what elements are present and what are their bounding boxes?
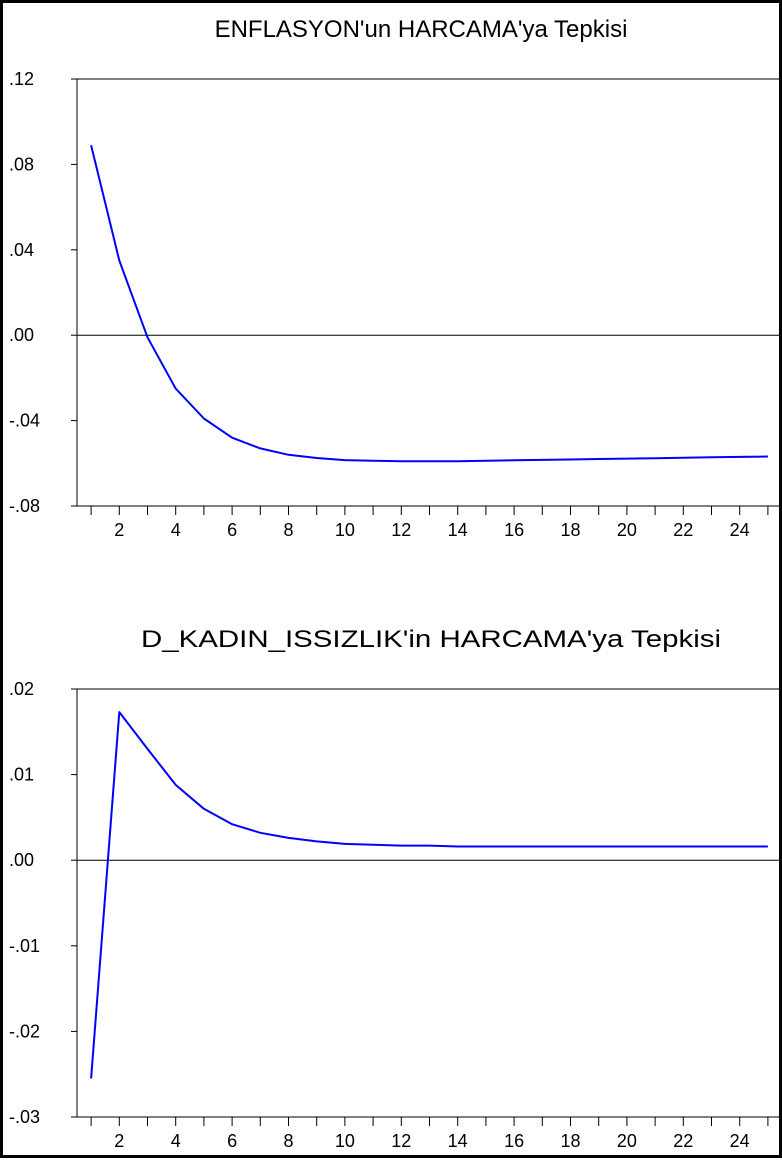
chart-2-data-point xyxy=(232,824,233,825)
chart-1-x-tick-label: 18 xyxy=(560,520,580,540)
chart-2-x-tick-label: 8 xyxy=(283,1131,293,1151)
chart-1-y-tick-label: .04 xyxy=(9,240,34,260)
chart-1-x-tick-label: 4 xyxy=(171,520,181,540)
chart-1-x-tick-label: 16 xyxy=(504,520,524,540)
chart-2-x-tick-label: 14 xyxy=(448,1131,468,1151)
chart-2-data-point xyxy=(288,837,289,838)
chart-1-x-tick-label: 20 xyxy=(617,520,637,540)
chart-2-x-tick-label: 6 xyxy=(227,1131,237,1151)
chart-1-data-point xyxy=(429,461,430,462)
chart-1-x-tick-label: 12 xyxy=(391,520,411,540)
chart-1-data-point xyxy=(655,458,656,459)
chart-2-data-point xyxy=(429,845,430,846)
chart-2-data-point xyxy=(767,846,768,847)
chart-2-x-tick-label: 22 xyxy=(673,1131,693,1151)
chart-1-data-point xyxy=(91,145,92,146)
chart-1-data-point xyxy=(739,456,740,457)
chart-2-x-tick-label: 24 xyxy=(730,1131,750,1151)
chart-2-data-point xyxy=(91,1078,92,1079)
chart-2-data-point xyxy=(711,846,712,847)
chart-1-data-point xyxy=(344,460,345,461)
chart-2-data-point xyxy=(401,845,402,846)
chart-1-data-point xyxy=(260,448,261,449)
chart-2-data-point xyxy=(147,748,148,749)
chart-canvas: ENFLASYON'un HARCAMA'ya Tepkisi D_KADIN_… xyxy=(9,16,782,1151)
chart-1-data-point xyxy=(232,437,233,438)
chart-1-x-tick-label: 8 xyxy=(283,520,293,540)
chart-1-y-tick-label: .12 xyxy=(9,69,34,89)
chart-1-data-point xyxy=(767,456,768,457)
chart-2-x-tick-label: 2 xyxy=(114,1131,124,1151)
chart-2-y-tick-label: .00 xyxy=(9,850,34,870)
chart-2-y-tick-label: -.03 xyxy=(9,1107,40,1127)
chart-1-data-point xyxy=(175,388,176,389)
chart-1-title: ENFLASYON'un HARCAMA'ya Tepkisi xyxy=(215,16,628,43)
chart-2-y-tick-label: -.02 xyxy=(9,1021,40,1041)
chart-2-x-tick-label: 4 xyxy=(171,1131,181,1151)
chart-2-data-point xyxy=(373,844,374,845)
chart-1-x-tick-label: 22 xyxy=(673,520,693,540)
chart-2-data-point xyxy=(203,808,204,809)
chart-2-x-tick-label: 16 xyxy=(504,1131,524,1151)
chart-1-data-point xyxy=(119,260,120,261)
chart-1-data-point xyxy=(711,457,712,458)
chart-1-x-tick-label: 24 xyxy=(730,520,750,540)
chart-1-data-point xyxy=(147,337,148,338)
chart-2-data-point xyxy=(598,846,599,847)
chart-2-plot: .02.01.00-.01-.02-.032 4 6 8 10 12 14 16 18 20 22 2… xyxy=(9,679,782,1151)
chart-2-data-point xyxy=(626,846,627,847)
chart-1-x-tick-label: 2 xyxy=(114,520,124,540)
chart-2-data-point xyxy=(683,846,684,847)
chart-1-data-point xyxy=(485,460,486,461)
chart-2-data-point xyxy=(260,832,261,833)
chart-2-title: D_KADIN_ISSIZLIK'in HARCAMA'ya Tepkisi xyxy=(141,626,721,653)
chart-2-y-tick-label: .01 xyxy=(9,765,34,785)
chart-2-data-point xyxy=(175,784,176,785)
chart-1-x-tick-label: 6 xyxy=(227,520,237,540)
chart-1-data-point xyxy=(514,460,515,461)
chart-2-data-point xyxy=(485,846,486,847)
chart-2-x-tick-label: 20 xyxy=(617,1131,637,1151)
chart-1-data-point xyxy=(316,457,317,458)
chart-2-data-point xyxy=(457,846,458,847)
chart-1-x-tick-label: 14 xyxy=(448,520,468,540)
chart-1-data-point xyxy=(598,459,599,460)
chart-2-data-point xyxy=(119,712,120,713)
chart-1-series-line xyxy=(90,144,768,463)
chart-1-y-tick-label: -.08 xyxy=(9,496,40,516)
chart-2-x-tick-label: 10 xyxy=(335,1131,355,1151)
chart-2-y-tick-label: -.01 xyxy=(9,936,40,956)
chart-2-data-point xyxy=(514,846,515,847)
chart-2-x-tick-label: 18 xyxy=(560,1131,580,1151)
chart-1-data-point xyxy=(542,459,543,460)
chart-1-x-tick-label: 10 xyxy=(335,520,355,540)
chart-2-data-point xyxy=(344,843,345,844)
chart-2-data-point xyxy=(316,841,317,842)
chart-1-data-point xyxy=(401,461,402,462)
chart-1-y-tick-label: -.04 xyxy=(9,411,40,431)
chart-2-data-point xyxy=(655,846,656,847)
chart-2-y-tick-label: .02 xyxy=(9,679,34,699)
chart-1-data-point xyxy=(457,461,458,462)
chart-1-data-point xyxy=(373,460,374,461)
chart-1-data-point xyxy=(203,418,204,419)
chart-2-data-point xyxy=(739,846,740,847)
chart-1-data-point xyxy=(288,454,289,455)
chart-1-plot: .12.08.04.00-.04-.082 4 6 8 10 12 14 16 18 20 22 24 xyxy=(9,69,782,540)
chart-1-data-point xyxy=(570,459,571,460)
chart-2-data-point xyxy=(570,846,571,847)
chart-1-y-tick-label: .00 xyxy=(9,325,34,345)
chart-1-y-tick-label: .08 xyxy=(9,154,34,174)
chart-2-x-tick-label: 12 xyxy=(391,1131,411,1151)
chart-1-data-point xyxy=(626,458,627,459)
chart-1-data-point xyxy=(683,457,684,458)
chart-2-data-point xyxy=(542,846,543,847)
chart-2-series-line xyxy=(90,711,768,1079)
